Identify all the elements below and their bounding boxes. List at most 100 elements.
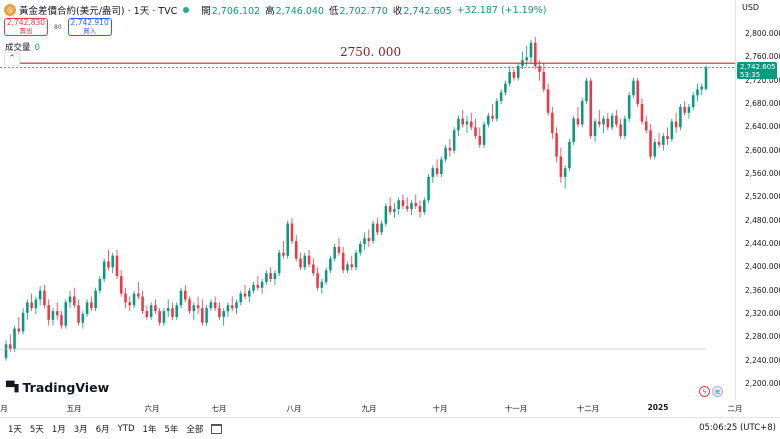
- candle-up: [239, 293, 243, 303]
- buy-button[interactable]: 2,742.910 買入: [67, 18, 112, 36]
- candle-down: [60, 315, 63, 326]
- candle-down: [337, 246, 341, 253]
- last-price-tag: 2,742.605 53:35: [737, 62, 777, 79]
- candle-down: [183, 290, 187, 300]
- candle-down: [666, 136, 669, 139]
- candle-up: [166, 308, 170, 312]
- candle-down: [542, 71, 546, 90]
- time-tick: 十二月: [576, 404, 600, 413]
- candle-up: [179, 290, 183, 306]
- price-chart[interactable]: [0, 0, 780, 400]
- candle-up: [226, 305, 230, 312]
- candle-down: [17, 328, 21, 332]
- candle-up: [427, 176, 430, 201]
- candle-down: [243, 293, 247, 297]
- candle-down: [119, 276, 123, 294]
- candle-up: [222, 311, 225, 317]
- candle-up: [482, 124, 486, 145]
- collapse-legend-button[interactable]: ⌃: [4, 52, 20, 66]
- range-ytd[interactable]: YTD: [117, 423, 135, 434]
- candle-up: [627, 95, 631, 119]
- candle-up: [13, 328, 16, 349]
- candle-up: [679, 106, 682, 128]
- candle-up: [371, 223, 375, 242]
- currency-selector[interactable]: USD: [742, 3, 760, 12]
- time-tick: 九月: [361, 404, 377, 413]
- price-tick: 2,760.000: [745, 52, 780, 62]
- range-all[interactable]: 全部: [186, 424, 204, 435]
- candle-down: [683, 106, 686, 113]
- spread-value: 80: [54, 23, 62, 31]
- candle-up: [34, 299, 38, 309]
- horizontal-line-label[interactable]: 2750. 000: [340, 45, 402, 59]
- candle-down: [137, 293, 140, 297]
- candle-up: [68, 296, 72, 303]
- candle-down: [551, 112, 554, 134]
- candle-down: [559, 156, 563, 177]
- range-3m[interactable]: 3月: [73, 424, 88, 435]
- candle-down: [589, 80, 593, 137]
- candle-up: [440, 159, 443, 174]
- candle-down: [141, 296, 144, 312]
- candle-down: [312, 264, 315, 274]
- utc-clock[interactable]: 05:06:25 (UTC+8): [699, 423, 776, 433]
- candle-up: [260, 281, 264, 288]
- price-tick: 2,440.000: [745, 239, 780, 248]
- candle-up: [593, 121, 597, 137]
- us-flag-icon[interactable]: ≡: [712, 386, 723, 397]
- candle-up: [248, 290, 251, 297]
- candle-up: [487, 115, 490, 125]
- price-tick: 2,600.000: [745, 145, 780, 155]
- candle-down: [640, 104, 644, 122]
- candle-down: [171, 308, 174, 317]
- candle-down: [538, 66, 541, 72]
- candle-down: [307, 255, 311, 265]
- symbol-title[interactable]: 黃金差價合約(美元/盎司) · 1天 · TVC: [19, 6, 178, 17]
- candle-up: [499, 92, 503, 102]
- candle-up: [175, 305, 179, 317]
- price-tick: 2,480.000: [745, 215, 780, 225]
- range-5y[interactable]: 5年: [164, 424, 179, 435]
- candle-up: [623, 118, 627, 137]
- candle-down: [145, 311, 149, 317]
- price-axis-divider: [735, 0, 736, 400]
- candle-down: [188, 299, 191, 312]
- candle-up: [320, 281, 324, 288]
- candle-down: [124, 293, 127, 303]
- candle-down: [619, 124, 622, 137]
- time-tick: 2025: [647, 403, 669, 412]
- price-tick: 2,200.000: [745, 379, 780, 388]
- candle-up: [580, 101, 584, 125]
- candle-down: [316, 273, 319, 288]
- calendar-icon[interactable]: [211, 423, 223, 434]
- candle-up: [26, 302, 29, 313]
- gold-coin-icon: ◎: [4, 4, 16, 16]
- candle-up: [670, 121, 674, 139]
- range-1m[interactable]: 1月: [51, 424, 66, 435]
- range-1y[interactable]: 1年: [142, 424, 157, 435]
- time-tick: 七月: [211, 404, 227, 413]
- range-5d[interactable]: 5天: [29, 424, 44, 435]
- candle-down: [77, 305, 80, 323]
- range-6m[interactable]: 6月: [95, 424, 110, 435]
- price-tick: 2,800.000: [745, 29, 780, 38]
- candle-up: [21, 312, 25, 332]
- range-1d[interactable]: 1天: [8, 424, 22, 435]
- sell-button[interactable]: 2,742.830 賣出: [4, 18, 48, 36]
- candle-down: [218, 308, 221, 317]
- candle-up: [329, 258, 332, 271]
- candle-down: [461, 118, 464, 125]
- candle-up: [51, 311, 55, 320]
- candle-up: [81, 314, 85, 323]
- candle-up: [277, 252, 281, 274]
- candle-up: [324, 270, 328, 282]
- candle-down: [43, 290, 46, 306]
- bolt-icon[interactable]: ϟ: [699, 386, 710, 397]
- candle-up: [653, 141, 657, 157]
- candle-down: [615, 115, 618, 125]
- candle-up: [525, 57, 529, 61]
- candle-up: [700, 86, 704, 90]
- price-tick: 2,520.000: [745, 192, 780, 202]
- candle-up: [444, 147, 447, 160]
- candle-up: [662, 136, 665, 145]
